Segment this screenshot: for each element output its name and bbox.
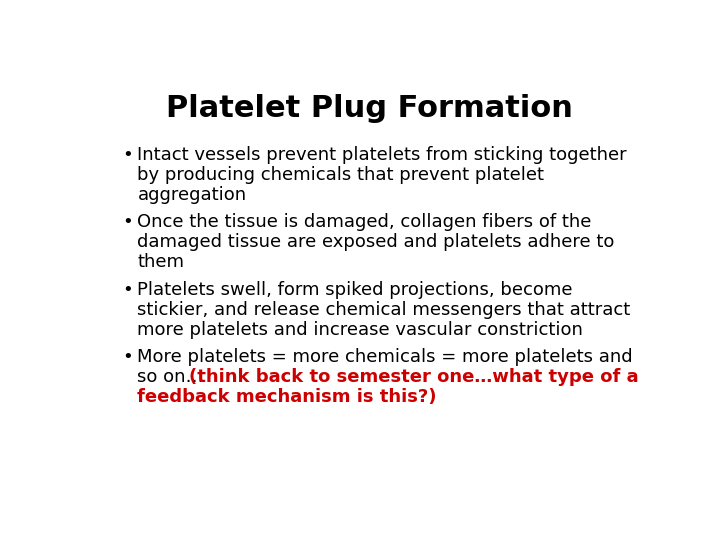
Text: feedback mechanism is this?): feedback mechanism is this?) xyxy=(138,388,437,406)
Text: Platelet Plug Formation: Platelet Plug Formation xyxy=(166,94,572,123)
Text: by producing chemicals that prevent platelet: by producing chemicals that prevent plat… xyxy=(138,166,544,184)
Text: (think back to semester one…what type of a: (think back to semester one…what type of… xyxy=(189,368,639,386)
Text: •: • xyxy=(122,213,133,231)
Text: stickier, and release chemical messengers that attract: stickier, and release chemical messenger… xyxy=(138,301,631,319)
Text: More platelets = more chemicals = more platelets and: More platelets = more chemicals = more p… xyxy=(138,348,633,366)
Text: so on…: so on… xyxy=(138,368,204,386)
Text: Platelets swell, form spiked projections, become: Platelets swell, form spiked projections… xyxy=(138,281,573,299)
Text: •: • xyxy=(122,281,133,299)
Text: •: • xyxy=(122,146,133,164)
Text: Once the tissue is damaged, collagen fibers of the: Once the tissue is damaged, collagen fib… xyxy=(138,213,592,231)
Text: them: them xyxy=(138,253,184,271)
Text: damaged tissue are exposed and platelets adhere to: damaged tissue are exposed and platelets… xyxy=(138,233,615,251)
Text: •: • xyxy=(122,348,133,366)
Text: aggregation: aggregation xyxy=(138,186,246,204)
Text: Intact vessels prevent platelets from sticking together: Intact vessels prevent platelets from st… xyxy=(138,146,627,164)
Text: more platelets and increase vascular constriction: more platelets and increase vascular con… xyxy=(138,321,583,339)
